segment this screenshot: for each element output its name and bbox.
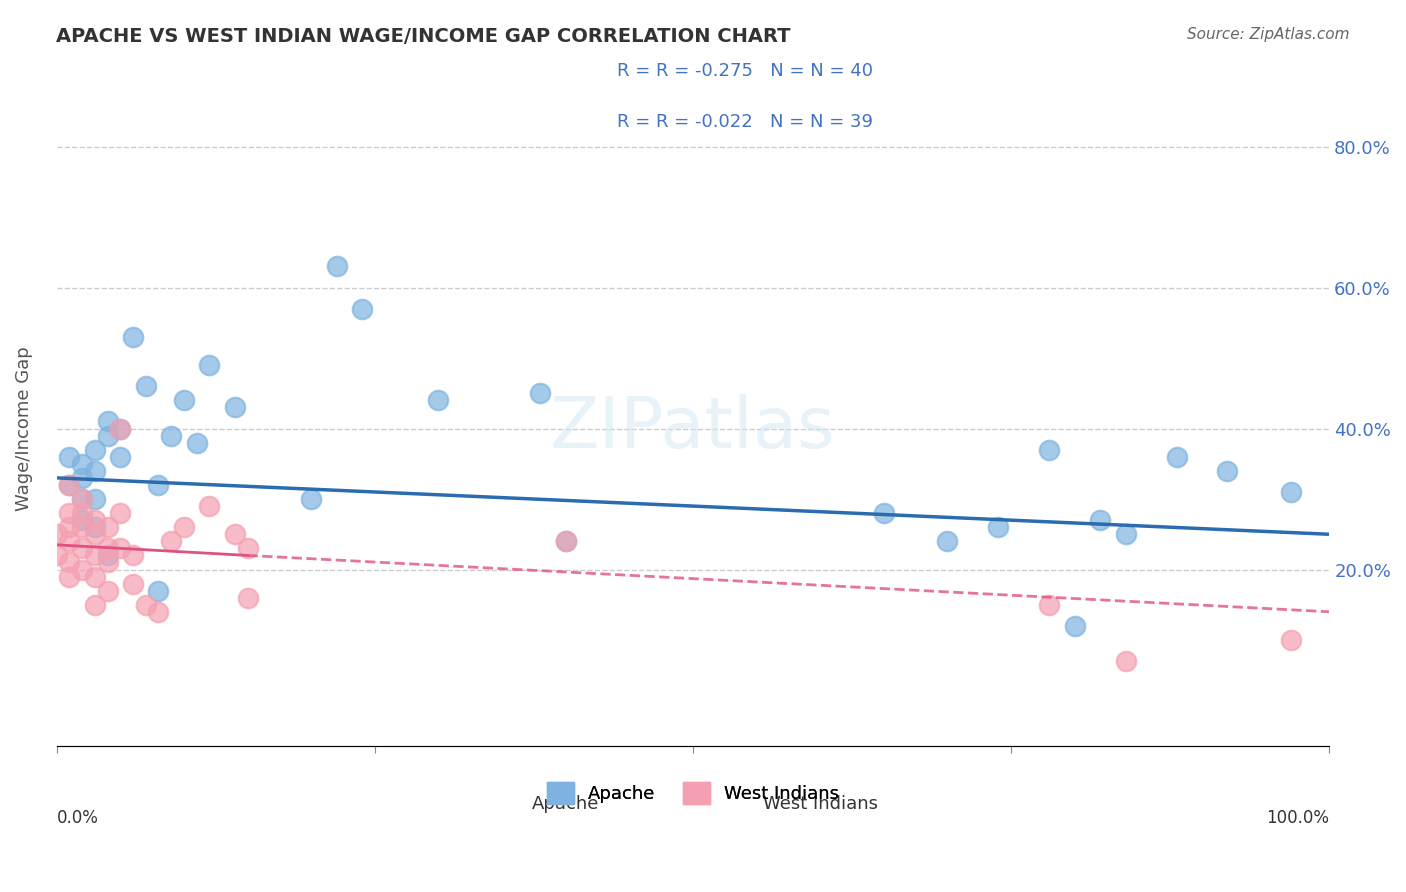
Point bbox=[122, 330, 145, 344]
Point bbox=[987, 520, 1010, 534]
Point bbox=[325, 260, 347, 274]
Point bbox=[352, 301, 374, 316]
Point bbox=[148, 583, 170, 598]
Point bbox=[96, 583, 118, 598]
Point bbox=[83, 442, 105, 457]
Point bbox=[110, 506, 132, 520]
Point bbox=[936, 534, 959, 549]
Point bbox=[96, 541, 118, 556]
Point bbox=[873, 506, 896, 520]
Point bbox=[135, 598, 157, 612]
Point bbox=[96, 520, 118, 534]
Point bbox=[96, 415, 118, 429]
Point bbox=[299, 491, 322, 506]
Point bbox=[1038, 598, 1060, 612]
Point bbox=[160, 534, 183, 549]
Point bbox=[186, 435, 208, 450]
Point bbox=[58, 506, 80, 520]
Point bbox=[70, 457, 93, 471]
Point bbox=[96, 428, 118, 442]
Point bbox=[1038, 442, 1060, 457]
Text: Source: ZipAtlas.com: Source: ZipAtlas.com bbox=[1187, 27, 1350, 42]
Point bbox=[70, 491, 93, 506]
Point bbox=[83, 549, 105, 563]
Text: 0.0%: 0.0% bbox=[56, 809, 98, 827]
Point bbox=[1115, 527, 1137, 541]
Point bbox=[1063, 619, 1085, 633]
Text: R = R = -0.022   N = N = 39: R = R = -0.022 N = N = 39 bbox=[617, 113, 873, 131]
Point bbox=[529, 386, 551, 401]
Point bbox=[1279, 485, 1302, 500]
Point bbox=[70, 471, 93, 485]
Point bbox=[58, 569, 80, 583]
Point bbox=[110, 541, 132, 556]
Point bbox=[148, 478, 170, 492]
Point bbox=[58, 478, 80, 492]
Point bbox=[58, 450, 80, 464]
Point bbox=[198, 358, 221, 372]
Point bbox=[70, 562, 93, 576]
Point bbox=[160, 428, 183, 442]
Y-axis label: Wage/Income Gap: Wage/Income Gap bbox=[15, 346, 32, 511]
Point bbox=[427, 393, 450, 408]
Point bbox=[110, 450, 132, 464]
Point bbox=[58, 520, 80, 534]
Point bbox=[70, 520, 93, 534]
Point bbox=[236, 541, 259, 556]
Point bbox=[224, 527, 246, 541]
Point bbox=[110, 421, 132, 435]
Point bbox=[83, 464, 105, 478]
Point bbox=[70, 513, 93, 527]
Point bbox=[122, 576, 145, 591]
Point bbox=[135, 379, 157, 393]
Text: 100.0%: 100.0% bbox=[1267, 809, 1329, 827]
Point bbox=[83, 520, 105, 534]
Point bbox=[554, 534, 576, 549]
Point bbox=[96, 556, 118, 570]
Point bbox=[173, 393, 195, 408]
Point bbox=[1115, 654, 1137, 668]
Point bbox=[83, 491, 105, 506]
Point bbox=[110, 421, 132, 435]
Point bbox=[83, 513, 105, 527]
Point bbox=[236, 591, 259, 605]
Point bbox=[58, 556, 80, 570]
Text: ZIPatlas: ZIPatlas bbox=[550, 394, 835, 463]
Point bbox=[1216, 464, 1239, 478]
Point bbox=[58, 478, 80, 492]
Point bbox=[70, 541, 93, 556]
Point bbox=[1166, 450, 1188, 464]
Text: Apache: Apache bbox=[531, 795, 599, 814]
Point bbox=[554, 534, 576, 549]
Point bbox=[45, 549, 67, 563]
Text: West Indians: West Indians bbox=[762, 795, 877, 814]
Point bbox=[173, 520, 195, 534]
Point bbox=[148, 605, 170, 619]
Point bbox=[58, 534, 80, 549]
Point bbox=[70, 506, 93, 520]
Point bbox=[198, 499, 221, 513]
Point bbox=[83, 598, 105, 612]
Point bbox=[70, 491, 93, 506]
Point bbox=[83, 569, 105, 583]
Point bbox=[45, 527, 67, 541]
Point bbox=[224, 401, 246, 415]
Point bbox=[96, 549, 118, 563]
Point bbox=[83, 527, 105, 541]
Text: R = R = -0.275   N = N = 40: R = R = -0.275 N = N = 40 bbox=[617, 62, 873, 80]
Point bbox=[122, 549, 145, 563]
Point bbox=[1279, 632, 1302, 647]
Legend: Apache, West Indians: Apache, West Indians bbox=[537, 772, 848, 813]
Point bbox=[1088, 513, 1111, 527]
Text: APACHE VS WEST INDIAN WAGE/INCOME GAP CORRELATION CHART: APACHE VS WEST INDIAN WAGE/INCOME GAP CO… bbox=[56, 27, 790, 45]
